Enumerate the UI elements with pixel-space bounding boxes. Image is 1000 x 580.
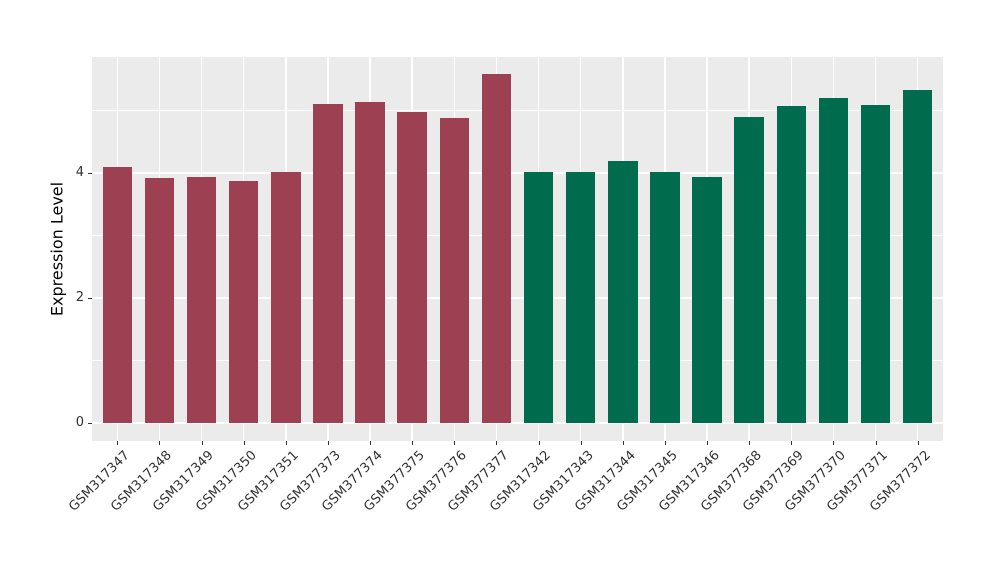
bar-GSM377371 [860, 104, 891, 423]
bar-GSM377370 [818, 98, 849, 423]
x-tick-mark-GSM317349 [201, 441, 203, 445]
bar-GSM317350 [228, 180, 259, 423]
x-tick-mark-GSM317345 [664, 441, 666, 445]
x-tick-mark-GSM377374 [370, 441, 372, 445]
x-tick-mark-GSM377369 [791, 441, 793, 445]
plot-panel [92, 57, 943, 441]
x-tick-mark-GSM317343 [580, 441, 582, 445]
minor-gridline-y3 [92, 235, 943, 236]
bar-GSM377368 [734, 116, 764, 423]
x-tick-mark-GSM317344 [622, 441, 624, 445]
bar-GSM317345 [650, 171, 680, 423]
bar-GSM317343 [565, 172, 596, 423]
x-tick-mark-GSM377371 [875, 441, 877, 445]
bar-GSM377374 [355, 102, 385, 423]
bar-GSM317346 [692, 176, 722, 423]
bar-GSM377377 [481, 74, 512, 423]
major-gridline-y0 [92, 422, 943, 424]
bar-GSM317348 [144, 178, 175, 423]
x-tick-mark-GSM377377 [496, 441, 498, 445]
bar-GSM317344 [608, 161, 638, 423]
major-gridline-y2 [92, 297, 943, 299]
major-gridline-y4 [92, 172, 943, 174]
x-tick-mark-GSM377372 [917, 441, 919, 445]
x-tick-mark-GSM377368 [749, 441, 751, 445]
x-tick-mark-GSM317342 [538, 441, 540, 445]
x-tick-mark-GSM317347 [117, 441, 119, 445]
x-tick-mark-GSM377370 [833, 441, 835, 445]
x-tick-mark-GSM377373 [327, 441, 329, 445]
bar-GSM377373 [313, 103, 343, 423]
minor-gridline-y5 [92, 110, 943, 111]
bar-GSM377376 [439, 118, 470, 423]
x-tick-mark-GSM317351 [285, 441, 287, 445]
bar-GSM317351 [271, 172, 301, 423]
x-tick-mark-GSM317348 [159, 441, 161, 445]
x-tick-mark-GSM317346 [707, 441, 709, 445]
bar-GSM377375 [397, 111, 427, 423]
x-tick-mark-GSM377376 [454, 441, 456, 445]
x-tick-mark-GSM317350 [243, 441, 245, 445]
bar-GSM317342 [523, 171, 554, 423]
y-tick-mark-4 [88, 173, 92, 174]
x-tick-mark-GSM377375 [412, 441, 414, 445]
y-tick-label-2: 2 [75, 290, 84, 305]
bar-GSM317349 [186, 176, 217, 423]
y-tick-label-4: 4 [75, 165, 84, 180]
y-tick-mark-2 [88, 298, 92, 299]
bar-GSM317347 [102, 167, 133, 423]
bar-GSM377369 [776, 106, 807, 423]
minor-gridline-y1 [92, 360, 943, 361]
y-tick-label-0: 0 [75, 415, 84, 430]
bar-GSM377372 [902, 89, 933, 423]
y-tick-mark-0 [88, 423, 92, 424]
